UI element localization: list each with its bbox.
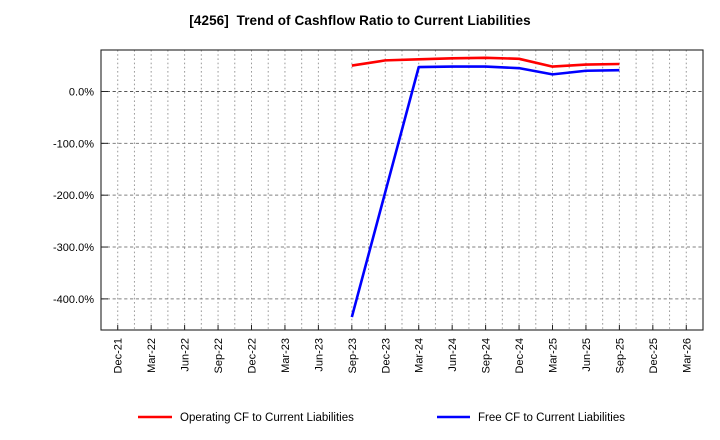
series-line bbox=[351, 56, 620, 68]
chart-legend: Operating CF to Current Liabilities Free … bbox=[138, 412, 625, 424]
x-axis-tick-label: Sep-22 bbox=[213, 338, 225, 373]
legend-label: Free CF to Current Liabilities bbox=[478, 412, 625, 424]
x-axis-tick-label: Dec-25 bbox=[648, 338, 660, 373]
y-axis-tick-label: 0.0% bbox=[69, 86, 94, 98]
x-axis-tick-marks bbox=[117, 325, 687, 330]
y-axis-tick-marks bbox=[101, 90, 108, 300]
legend-label: Operating CF to Current Liabilities bbox=[180, 412, 354, 424]
data-series-group bbox=[350, 56, 620, 318]
series-line bbox=[350, 65, 620, 318]
x-axis-tick-label: Mar-25 bbox=[548, 338, 560, 373]
y-axis-tick-label: -400.0% bbox=[53, 294, 94, 306]
x-axis-tick-label: Sep-24 bbox=[481, 338, 493, 373]
x-axis-tick-label: Mar-26 bbox=[681, 338, 693, 373]
x-axis-tick-labels: Dec-21 Mar-22 Jun-22 Sep-22 Dec-22 Mar-23 Jun-… bbox=[113, 338, 694, 373]
y-axis-tick-label: -200.0% bbox=[53, 190, 94, 202]
plot-frame bbox=[100, 49, 704, 331]
x-axis-tick-label: Mar-22 bbox=[146, 338, 158, 373]
x-axis-tick-label: Sep-23 bbox=[347, 338, 359, 373]
x-axis-tick-label: Jun-25 bbox=[581, 338, 593, 372]
x-axis-tick-label: Dec-23 bbox=[380, 338, 392, 373]
x-axis-tick-label: Dec-24 bbox=[514, 338, 526, 373]
x-axis-tick-label: Jun-22 bbox=[180, 338, 192, 372]
x-axis-tick-label: Jun-24 bbox=[447, 338, 459, 372]
horizontal-gridlines bbox=[101, 90, 703, 300]
page-title: [4256] Trend of Cashflow Ratio to Curren… bbox=[189, 13, 531, 28]
x-axis-tick-label: Jun-23 bbox=[313, 338, 325, 372]
y-axis-tick-label: -100.0% bbox=[53, 138, 94, 150]
x-axis-tick-label: Mar-23 bbox=[280, 338, 292, 373]
vertical-gridlines bbox=[117, 50, 687, 330]
y-axis-tick-label: -300.0% bbox=[53, 242, 94, 254]
y-axis-tick-labels: 0.0% -100.0% -200.0% -300.0% -400.0% bbox=[53, 86, 94, 305]
x-axis-tick-label: Dec-21 bbox=[113, 338, 125, 373]
x-axis-tick-label: Dec-22 bbox=[247, 338, 259, 373]
x-axis-tick-label: Sep-25 bbox=[614, 338, 626, 373]
x-axis-tick-label: Mar-24 bbox=[414, 338, 426, 373]
